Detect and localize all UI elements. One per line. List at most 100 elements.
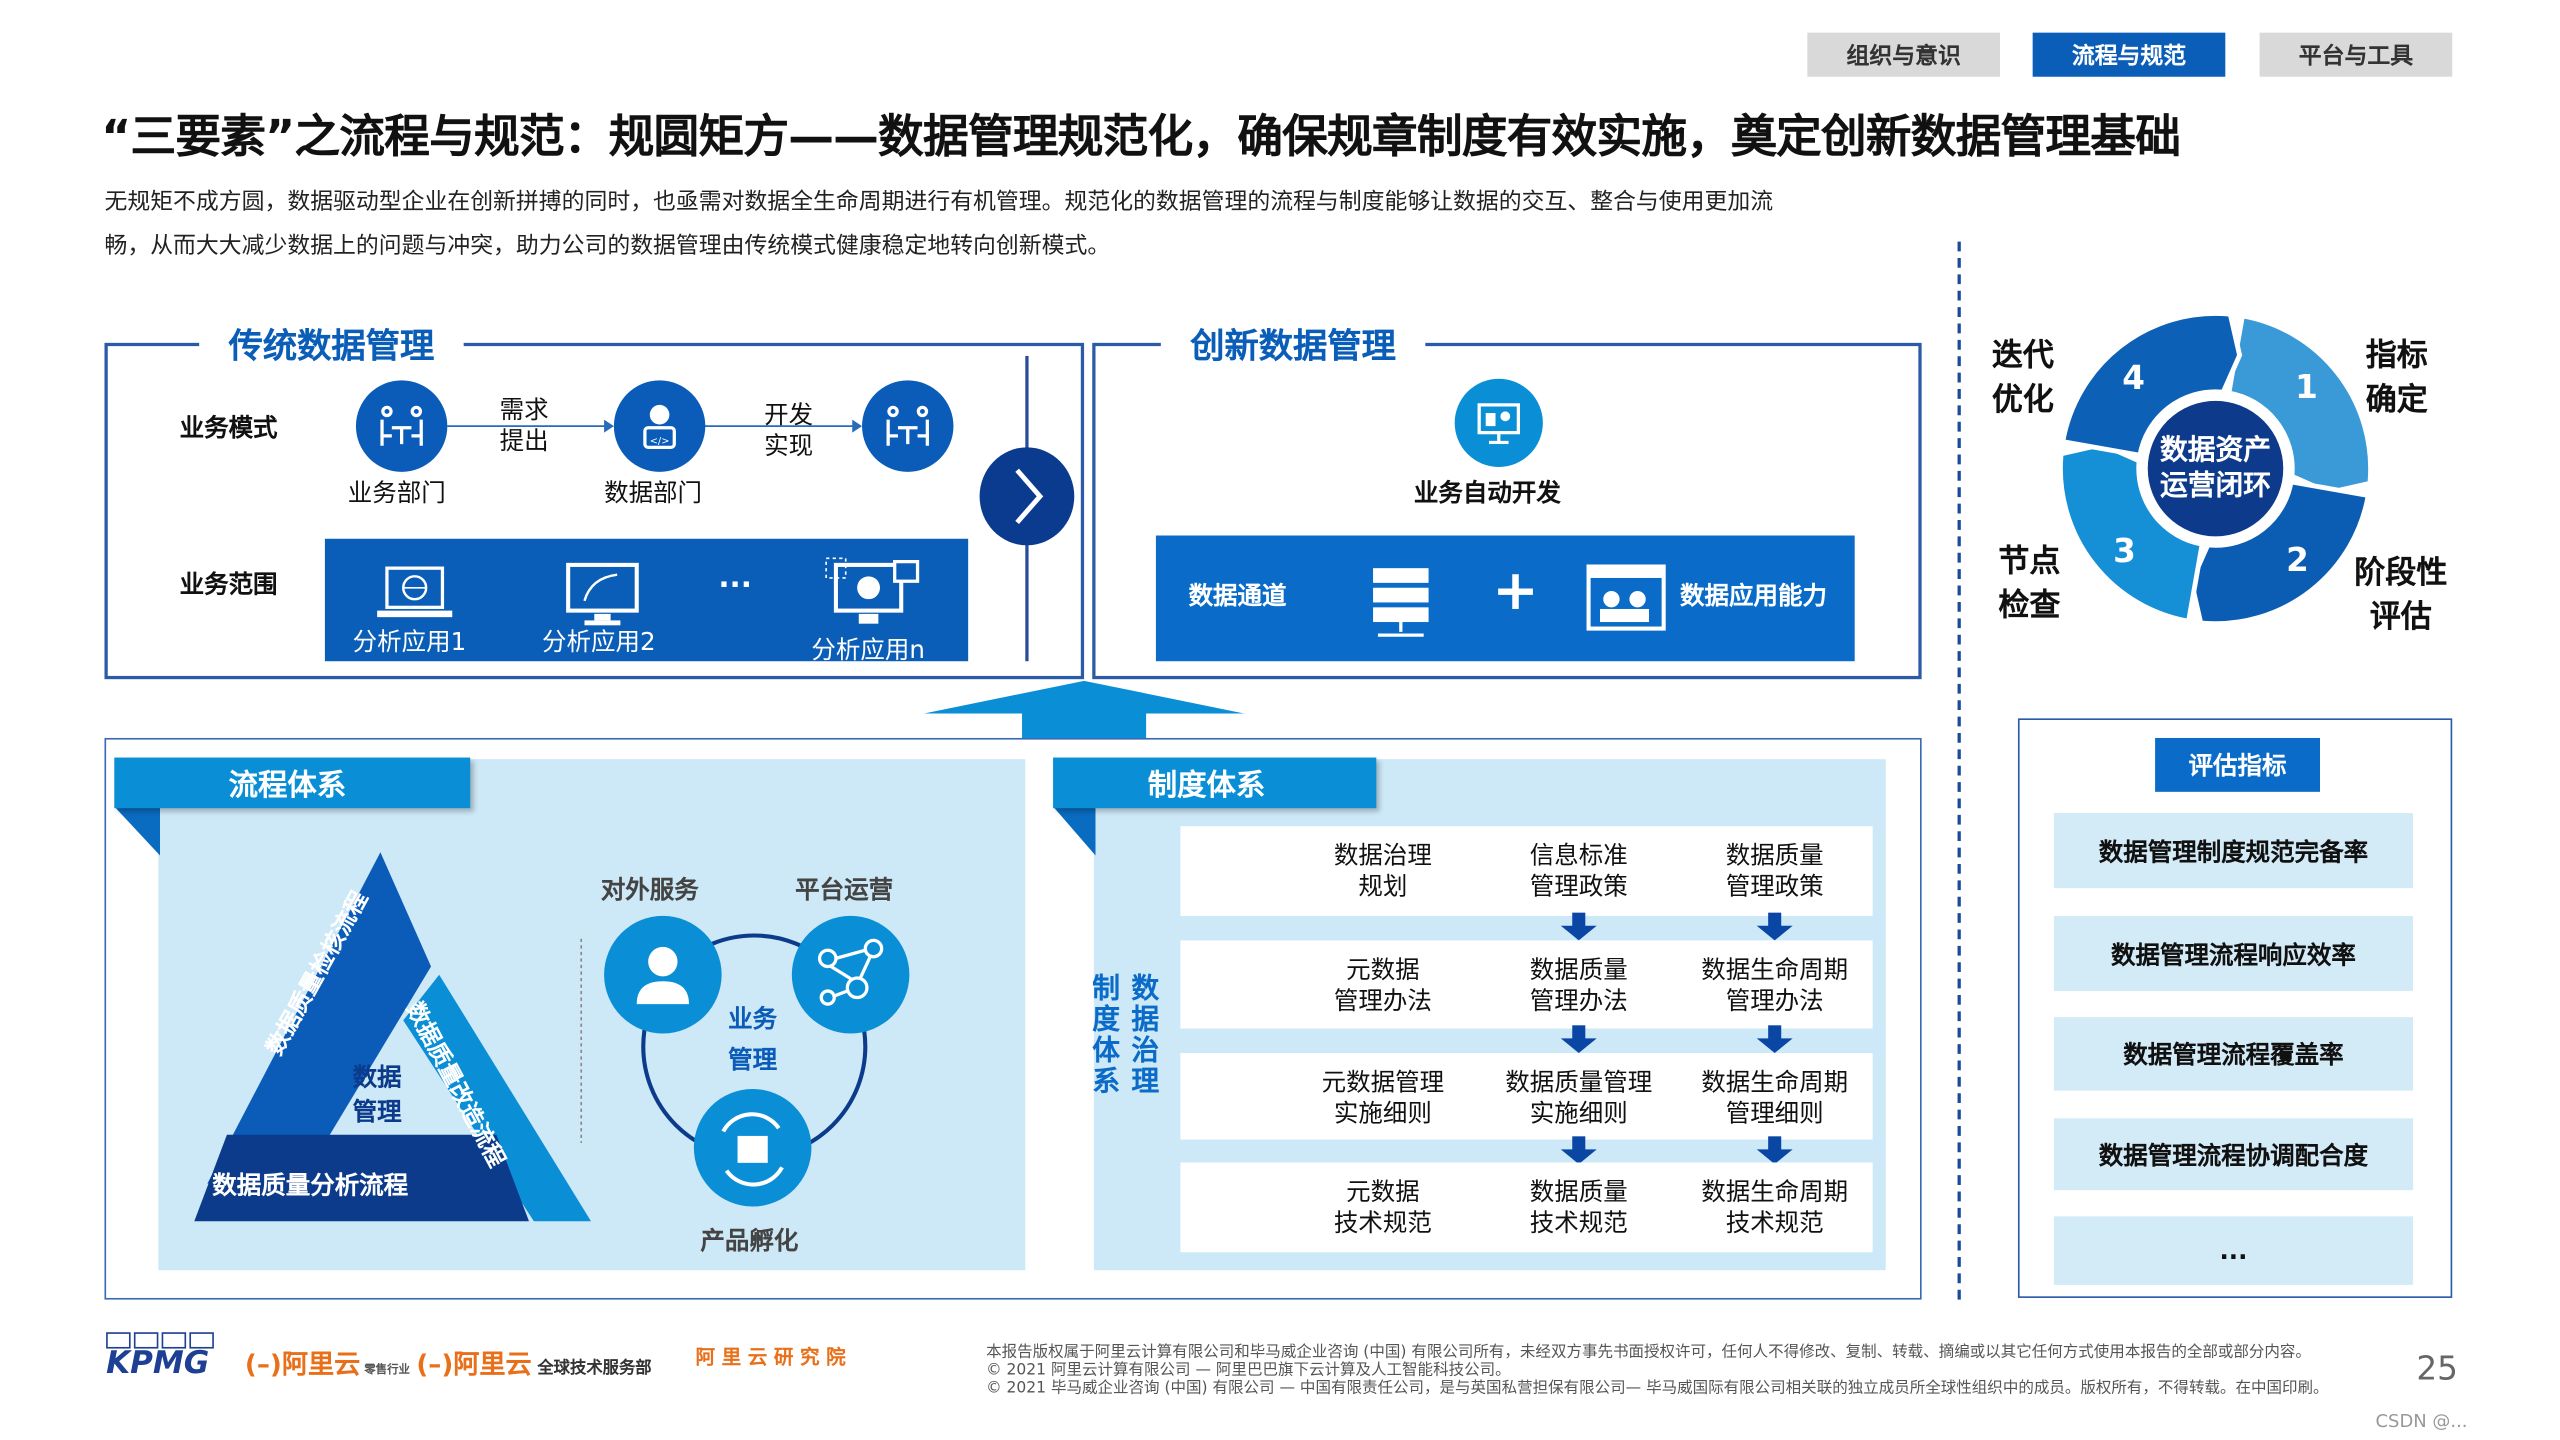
chevron-right-icon [979, 447, 1075, 546]
tab-platform[interactable]: 平台与工具 [2259, 32, 2453, 77]
bottom-box [104, 737, 1922, 1300]
cell-line: 规划 [1358, 871, 1408, 902]
step-line: 指标 [2365, 337, 2428, 374]
flow-label-line: 实现 [764, 431, 814, 461]
system-header: 制度体系 [1053, 757, 1377, 809]
meeting-icon [380, 405, 423, 446]
box-cycle-icon [721, 1112, 784, 1187]
step-label-3: 节点 检查 [1998, 540, 2060, 628]
cell-line: 数据质量 [1725, 840, 1824, 871]
cycle-segment-2 [2188, 479, 2372, 637]
kpmg-logo: KPMG [106, 1332, 214, 1381]
ring-label-platform: 平台运营 [795, 875, 894, 905]
cell-line: 数据质量管理 [1505, 1067, 1653, 1098]
system-cell: 信息标准 管理政策 [1530, 841, 1628, 903]
footer-line: © 2021 毕马威企业咨询 (中国) 有限公司 — 中国有限责任公司，是与英国… [986, 1379, 2329, 1398]
aliyun-retail-logo: (–)阿里云 零售行业 [244, 1348, 410, 1380]
system-cell: 数据质量 管理办法 [1530, 955, 1628, 1017]
auto-dev-node [1454, 378, 1543, 467]
cell-line: 数据治理 [1333, 840, 1432, 871]
svg-text:</>: </> [650, 436, 670, 447]
auto-dev-label: 业务自动开发 [1413, 478, 1561, 508]
cycle-step-number: 1 [2295, 368, 2318, 406]
triangle-right-bar [403, 974, 592, 1222]
triangle-label-analysis: 数据质量分析流程 [212, 1170, 409, 1200]
flow-label-line: 需求 [499, 395, 549, 425]
cell-line: 元数据 [1346, 1177, 1420, 1207]
header-fold [1053, 806, 1096, 856]
page-number: 25 [2416, 1348, 2458, 1388]
system-cell: 数据生命周期 管理细则 [1701, 1068, 1848, 1130]
step-line: 节点 [1998, 543, 2061, 580]
center-line: 数据资产 [2159, 434, 2272, 467]
system-cell: 元数据 技术规范 [1334, 1177, 1432, 1239]
header-fold [114, 806, 160, 856]
down-arrow-icon [1560, 912, 1597, 941]
laptop-globe-icon [377, 566, 453, 618]
down-arrow-icon [1756, 1136, 1793, 1165]
cell-line: 管理政策 [1529, 871, 1628, 902]
cell-line: 元数据管理 [1321, 1067, 1445, 1098]
step-line: 检查 [1998, 587, 2061, 624]
down-arrow-icon [1560, 1025, 1597, 1054]
cycle-segment-4 [2059, 300, 2243, 459]
cell-line: 数据质量 [1529, 955, 1628, 985]
cell-line: 管理细则 [1725, 1098, 1824, 1129]
app-1: 分析应用1 [352, 626, 467, 657]
page-title: “三要素”之流程与规范：规圆矩方——数据管理规范化，确保规章制度有效实施，奠定创… [101, 109, 2181, 164]
cell-line: 管理政策 [1725, 871, 1824, 902]
app-2: 分析应用2 [542, 626, 656, 657]
system-cell: 数据治理 规划 [1334, 841, 1432, 903]
data-dept-node: </> [613, 380, 706, 472]
app-n: 分析应用n [811, 635, 925, 665]
system-cell: 元数据管理 实施细则 [1322, 1068, 1444, 1130]
scope-label: 业务范围 [179, 569, 278, 600]
side-label-1: 制度体系 [1092, 973, 1120, 1099]
system-cell: 元数据 管理办法 [1334, 955, 1432, 1017]
eval-item: 数据管理流程覆盖率 [2053, 1017, 2414, 1091]
cell-line: 元数据 [1346, 955, 1420, 985]
step-line: 阶段性 [2354, 555, 2448, 592]
down-arrow-icon [1560, 1136, 1597, 1165]
step-label-2: 阶段性 评估 [2354, 552, 2447, 640]
center-line: 管理 [352, 1097, 402, 1127]
cell-line: 管理办法 [1529, 986, 1628, 1016]
step-label-1: 指标 确定 [2366, 335, 2428, 423]
flow-label-line: 提出 [499, 426, 549, 456]
down-arrow-icon [1756, 1025, 1793, 1054]
headset-icon [636, 946, 689, 1005]
monitor-user-icon [825, 557, 920, 624]
process-header: 流程体系 [114, 757, 471, 809]
node-label: 数据部门 [604, 478, 703, 508]
meeting-icon [886, 405, 929, 446]
side-label-2: 数据治理 [1131, 973, 1160, 1099]
evaluation-box [2017, 718, 2453, 1298]
presentation-icon [1477, 403, 1520, 445]
ring-label-incubation: 产品孵化 [700, 1226, 799, 1256]
traditional-box: 传统数据管理 [104, 319, 1085, 680]
business-dept-node [355, 380, 448, 472]
system-cell: 数据质量管理 实施细则 [1505, 1068, 1652, 1130]
tab-process[interactable]: 流程与规范 [2032, 32, 2226, 77]
cell-line: 技术规范 [1725, 1208, 1824, 1238]
cell-line: 实施细则 [1529, 1098, 1628, 1129]
center-line: 业务 [728, 1004, 778, 1034]
cell-line: 数据生命周期 [1701, 1177, 1849, 1207]
cell-line: 数据质量 [1529, 1177, 1628, 1207]
cycle-step-number: 2 [2286, 541, 2309, 579]
tab-organization[interactable]: 组织与意识 [1807, 32, 2000, 77]
network-icon [817, 938, 884, 1006]
down-arrow-icon [1756, 912, 1793, 941]
system-cell: 数据质量 管理政策 [1726, 841, 1824, 903]
system-row [1180, 940, 1873, 1029]
capability-label: 数据应用能力 [1679, 581, 1827, 611]
cycle-segment-1 [2225, 312, 2384, 496]
cycle-step-number: 3 [2113, 532, 2136, 570]
system-cell: 数据生命周期 技术规范 [1701, 1177, 1848, 1239]
system-row [1180, 1053, 1873, 1140]
system-cell: 数据质量 技术规范 [1530, 1177, 1628, 1239]
data-channel-label: 数据通道 [1188, 581, 1287, 611]
center-line: 管理 [728, 1044, 778, 1075]
cycle-center-circle [2142, 395, 2289, 542]
